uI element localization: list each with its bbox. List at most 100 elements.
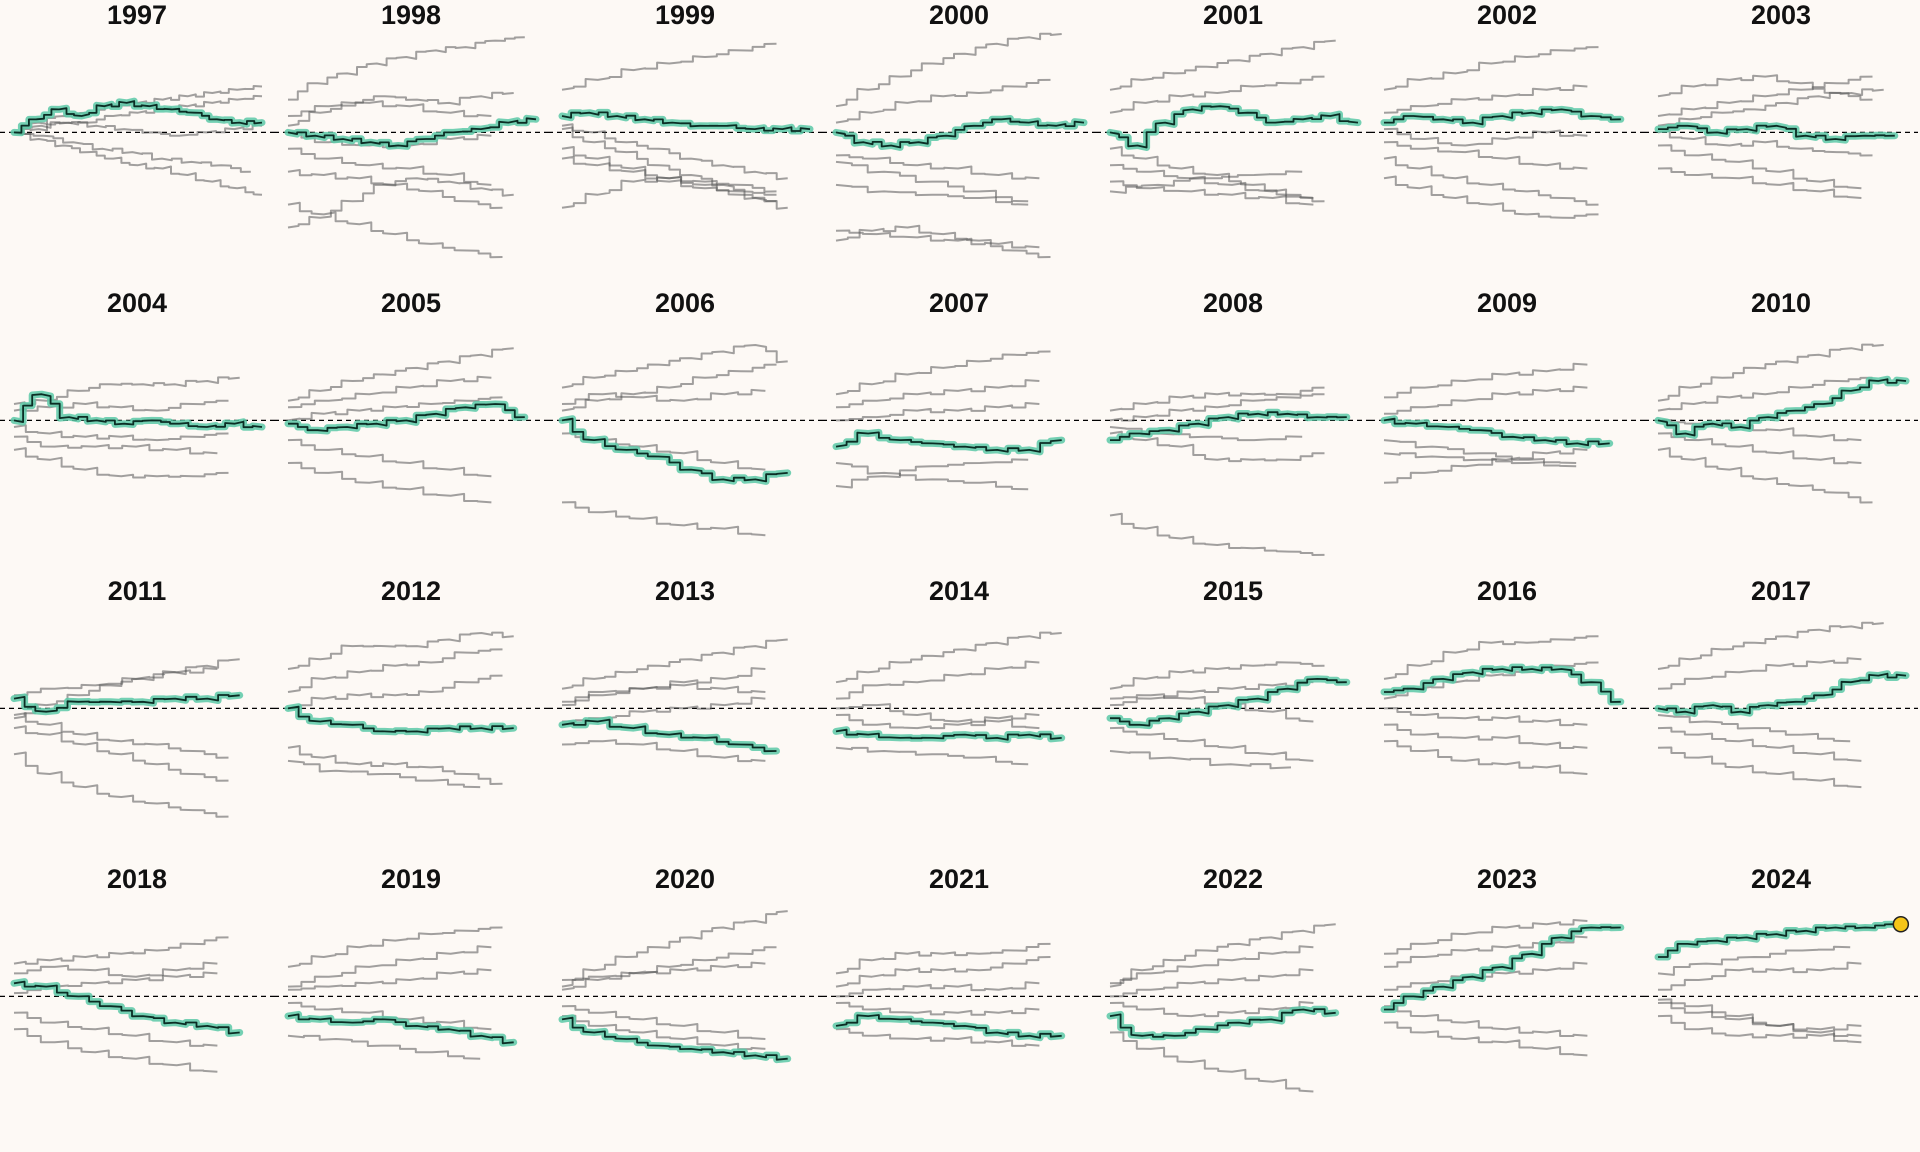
other-series-line bbox=[287, 674, 503, 710]
other-series-line bbox=[13, 399, 229, 412]
panel-plot bbox=[1644, 343, 1918, 504]
other-series-line bbox=[1383, 439, 1577, 464]
other-series-line bbox=[1109, 680, 1314, 707]
panel-title: 2002 bbox=[1476, 0, 1538, 30]
other-series-line bbox=[1657, 88, 1884, 127]
other-series-line bbox=[1657, 1014, 1862, 1044]
other-series-line bbox=[835, 154, 1040, 180]
other-series-line bbox=[1109, 750, 1292, 770]
panel-2002: 2002 bbox=[1370, 0, 1644, 288]
highlight-series-line bbox=[1384, 108, 1621, 126]
highlight-series-line bbox=[1658, 124, 1895, 141]
other-series-line bbox=[13, 961, 218, 978]
other-series-line bbox=[13, 936, 229, 965]
other-series-line bbox=[1109, 39, 1336, 91]
panel-plot bbox=[1644, 74, 1918, 199]
other-series-line bbox=[288, 36, 525, 101]
other-series-line bbox=[1109, 430, 1325, 463]
other-series-line bbox=[1383, 635, 1599, 680]
panel-title: 2004 bbox=[106, 288, 168, 318]
panel-plot bbox=[0, 936, 274, 1073]
other-series-line bbox=[561, 638, 788, 690]
panel-title: 2011 bbox=[107, 576, 167, 606]
panel-2013: 2013 bbox=[548, 576, 822, 864]
panel-2022: 2022 bbox=[1096, 864, 1370, 1152]
other-series-line bbox=[13, 121, 263, 137]
panel-plot bbox=[822, 942, 1096, 1047]
other-series-line bbox=[287, 1034, 481, 1060]
other-series-line bbox=[1383, 385, 1588, 415]
other-series-line bbox=[1657, 447, 1873, 504]
panel-title: 2006 bbox=[654, 288, 716, 318]
other-series-line bbox=[1657, 1001, 1862, 1037]
other-series-line bbox=[13, 1011, 218, 1047]
other-series-line bbox=[1657, 945, 1851, 976]
other-series-line bbox=[1109, 968, 1314, 998]
highlight-series-line bbox=[288, 403, 525, 432]
other-series-line bbox=[1109, 512, 1325, 556]
other-series-line bbox=[287, 177, 514, 229]
panel-plot bbox=[822, 631, 1096, 766]
other-series-line bbox=[1383, 141, 1588, 170]
panel-title: 2005 bbox=[380, 288, 442, 318]
other-series-line bbox=[835, 224, 1051, 259]
panel-title: 2010 bbox=[1750, 288, 1812, 318]
panel-plot bbox=[274, 347, 548, 504]
other-series-line bbox=[287, 745, 503, 785]
panel-1998: 1998 bbox=[274, 0, 548, 288]
highlight-series-line bbox=[1657, 378, 1907, 437]
highlight-series-glow bbox=[1380, 663, 1625, 706]
panel-2018: 2018 bbox=[0, 864, 274, 1152]
highlight-series-glow bbox=[558, 415, 792, 485]
panel-2015: 2015 bbox=[1096, 576, 1370, 864]
other-series-line bbox=[561, 1005, 766, 1040]
panel-2021: 2021 bbox=[822, 864, 1096, 1152]
panel-title: 2000 bbox=[928, 0, 990, 30]
panel-plot bbox=[1096, 39, 1370, 206]
panel-1999: 1999 bbox=[548, 0, 822, 288]
other-series-line bbox=[287, 631, 514, 670]
panel-plot bbox=[1096, 923, 1370, 1093]
other-series-line bbox=[835, 981, 1040, 998]
other-series-line bbox=[561, 146, 777, 203]
other-series-line bbox=[1383, 723, 1588, 749]
highlight-series-line bbox=[561, 1016, 788, 1061]
other-series-line bbox=[1657, 376, 1873, 412]
panel-plot bbox=[274, 631, 548, 789]
highlight-series-line bbox=[835, 728, 1062, 741]
other-series-line bbox=[561, 910, 788, 988]
other-series-line bbox=[835, 746, 1029, 766]
panel-2006: 2006 bbox=[548, 288, 822, 576]
highlight-series-glow bbox=[284, 400, 529, 435]
other-series-line bbox=[287, 100, 492, 118]
other-series-line bbox=[835, 703, 1040, 723]
other-series-line bbox=[1109, 386, 1325, 412]
panel-title: 2015 bbox=[1202, 576, 1264, 606]
panel-title: 2022 bbox=[1202, 864, 1264, 894]
panel-2008: 2008 bbox=[1096, 288, 1370, 576]
highlight-series-line bbox=[561, 718, 777, 753]
other-series-line bbox=[287, 926, 503, 968]
other-series-line bbox=[1109, 170, 1303, 194]
other-series-line bbox=[13, 131, 263, 196]
other-series-line bbox=[1383, 935, 1588, 968]
panel-plot bbox=[0, 376, 274, 479]
panel-title: 1999 bbox=[654, 0, 716, 30]
other-series-line bbox=[1383, 448, 1588, 484]
highlight-series-line bbox=[13, 393, 263, 429]
panel-title: 2014 bbox=[928, 576, 990, 606]
panel-2010: 2010 bbox=[1644, 288, 1918, 576]
other-series-line bbox=[561, 155, 777, 196]
other-series-line bbox=[13, 751, 229, 818]
other-series-line bbox=[835, 458, 1029, 489]
other-series-line bbox=[1109, 180, 1314, 206]
other-series-line bbox=[13, 1027, 218, 1073]
other-series-line bbox=[561, 123, 788, 181]
highlight-series-line bbox=[561, 111, 811, 132]
panel-2001: 2001 bbox=[1096, 0, 1370, 288]
other-series-line bbox=[1657, 726, 1862, 762]
highlight-series-line bbox=[835, 1014, 1062, 1039]
other-series-line bbox=[1657, 75, 1873, 117]
other-series-line bbox=[835, 462, 1029, 491]
